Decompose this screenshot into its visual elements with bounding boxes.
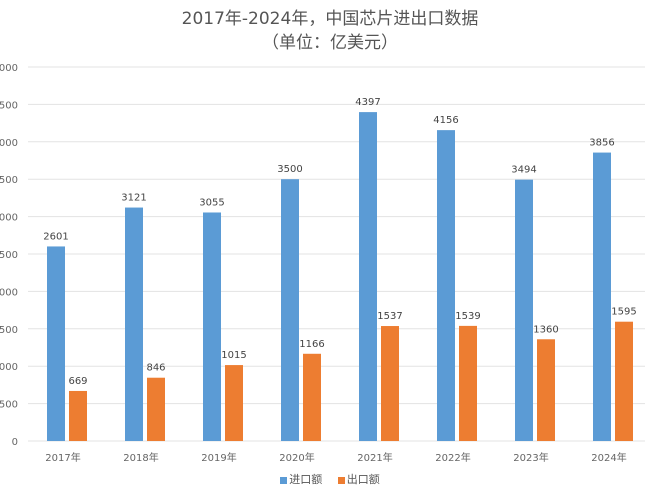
x-tick-label: 2019年 — [201, 451, 236, 464]
legend-label-import: 进口额 — [289, 473, 323, 486]
bar-import — [281, 179, 299, 441]
y-tick-label: 500 — [0, 400, 18, 411]
data-label: 4397 — [355, 97, 380, 108]
data-label: 3500 — [277, 164, 302, 175]
bar-export — [147, 377, 165, 441]
x-tick-label: 2018年 — [123, 451, 158, 464]
data-label: 669 — [68, 376, 87, 387]
legend-label-export: 出口额 — [346, 473, 380, 486]
data-label: 1595 — [611, 307, 636, 318]
bar-export — [459, 325, 477, 441]
data-label: 3055 — [199, 197, 224, 208]
bar-import — [125, 207, 143, 441]
data-label: 1166 — [299, 339, 324, 350]
y-tick-label: 3000 — [0, 213, 18, 224]
bar-export — [303, 353, 321, 441]
bar-import — [437, 130, 455, 441]
legend-item-import: 进口额 — [280, 473, 322, 486]
legend-swatch-export — [337, 476, 345, 484]
y-tick-label: 1000 — [0, 362, 18, 373]
data-label: 3494 — [511, 165, 536, 176]
legend-swatch-import — [280, 476, 288, 484]
y-tick-label: 0 — [12, 437, 18, 448]
legend: 进口额 出口额 — [0, 471, 660, 487]
bar-export — [537, 339, 555, 441]
data-label: 846 — [146, 363, 165, 374]
bar-export — [225, 365, 243, 441]
data-label: 4156 — [433, 115, 458, 126]
x-tick-label: 2020年 — [279, 451, 314, 464]
x-tick-label: 2022年 — [435, 451, 470, 464]
data-label: 2601 — [43, 231, 68, 242]
data-label: 1539 — [455, 311, 480, 322]
bar-import — [47, 246, 65, 441]
chart-title: 2017年-2024年，中国芯片进出口数据 — [181, 9, 479, 29]
x-tick-label: 2024年 — [591, 451, 626, 464]
bar-import — [359, 112, 377, 441]
bar-import — [593, 152, 611, 441]
legend-item-export: 出口额 — [337, 473, 380, 486]
y-tick-label: 3500 — [0, 175, 18, 186]
y-tick-label: 1500 — [0, 325, 18, 336]
y-tick-label: 2000 — [0, 287, 18, 298]
data-label: 1015 — [221, 350, 246, 361]
y-tick-label: 4000 — [0, 138, 18, 149]
data-label: 3121 — [121, 193, 146, 204]
data-label: 1360 — [533, 324, 558, 335]
y-tick-label: 4500 — [0, 100, 18, 111]
bar-export — [381, 326, 399, 441]
data-label: 1537 — [377, 311, 402, 322]
x-tick-label: 2021年 — [357, 451, 392, 464]
bar-import — [203, 212, 221, 441]
bar-export — [615, 321, 633, 441]
x-tick-label: 2017年 — [45, 451, 80, 464]
bar-import — [515, 179, 533, 441]
data-label: 3856 — [589, 138, 614, 149]
x-tick-label: 2023年 — [513, 451, 548, 464]
y-tick-label: 2500 — [0, 250, 18, 261]
chart-subtitle: （单位：亿美元） — [262, 33, 398, 53]
bar-export — [69, 390, 87, 441]
